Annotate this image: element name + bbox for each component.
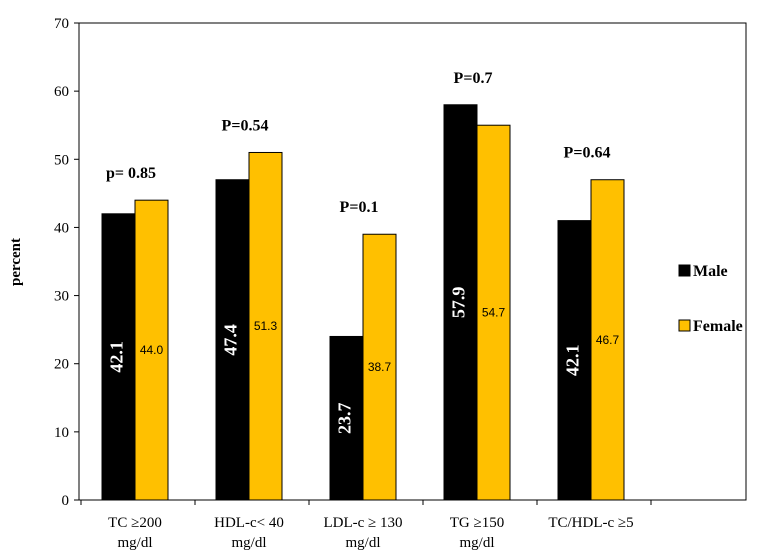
legend-label-female: Female: [693, 318, 743, 335]
data-label-female: 38.7: [368, 360, 392, 374]
p-value-annotation: P=0.64: [564, 145, 611, 162]
p-value-annotation: P=0.7: [454, 70, 493, 87]
p-value-annotation: P=0.1: [340, 199, 379, 216]
x-category-label: mg/dl: [459, 535, 494, 551]
bar-female: [248, 151, 283, 501]
x-category-label: mg/dl: [345, 535, 380, 551]
y-tick-label: 0: [62, 493, 70, 509]
legend-swatch-male: [678, 264, 691, 277]
bar-female: [590, 179, 625, 501]
y-tick-label: 60: [54, 84, 69, 100]
y-tick-label: 30: [54, 289, 69, 305]
bar-female: [362, 233, 397, 501]
data-label-male: 42.1: [563, 345, 583, 377]
x-category-label: mg/dl: [231, 535, 266, 551]
x-category-label: TG ≥150: [450, 515, 504, 531]
y-tick-label: 10: [54, 425, 69, 441]
y-tick-label: 70: [54, 16, 69, 32]
x-category-label: TC/HDL-c ≥5: [548, 515, 633, 531]
legend-label-male: Male: [693, 263, 728, 280]
bar-female: [134, 199, 169, 501]
y-axis-label: percent: [8, 238, 24, 286]
x-category-label: TC ≥200: [108, 515, 162, 531]
x-category-label: LDL-c ≥ 130: [323, 515, 402, 531]
data-label-male: 47.4: [221, 324, 241, 356]
y-tick-label: 50: [54, 152, 69, 168]
bar-female: [476, 124, 511, 501]
x-category-label: mg/dl: [117, 535, 152, 551]
legend-swatch-female: [678, 319, 691, 332]
data-label-male: 42.1: [107, 341, 127, 373]
bar-male: [329, 335, 364, 501]
data-label-female: 44.0: [140, 343, 164, 357]
data-label-female: 46.7: [596, 333, 620, 347]
data-label-female: 54.7: [482, 306, 506, 320]
p-value-annotation: p= 0.85: [106, 165, 156, 182]
data-label-male: 57.9: [449, 287, 469, 319]
p-value-annotation: P=0.54: [222, 117, 269, 134]
y-tick-label: 20: [54, 357, 69, 373]
y-tick-label: 40: [54, 220, 69, 236]
x-category-label: HDL-c< 40: [214, 515, 284, 531]
plot-border: [78, 22, 747, 501]
data-label-male: 23.7: [335, 402, 355, 434]
data-label-female: 51.3: [254, 319, 278, 333]
